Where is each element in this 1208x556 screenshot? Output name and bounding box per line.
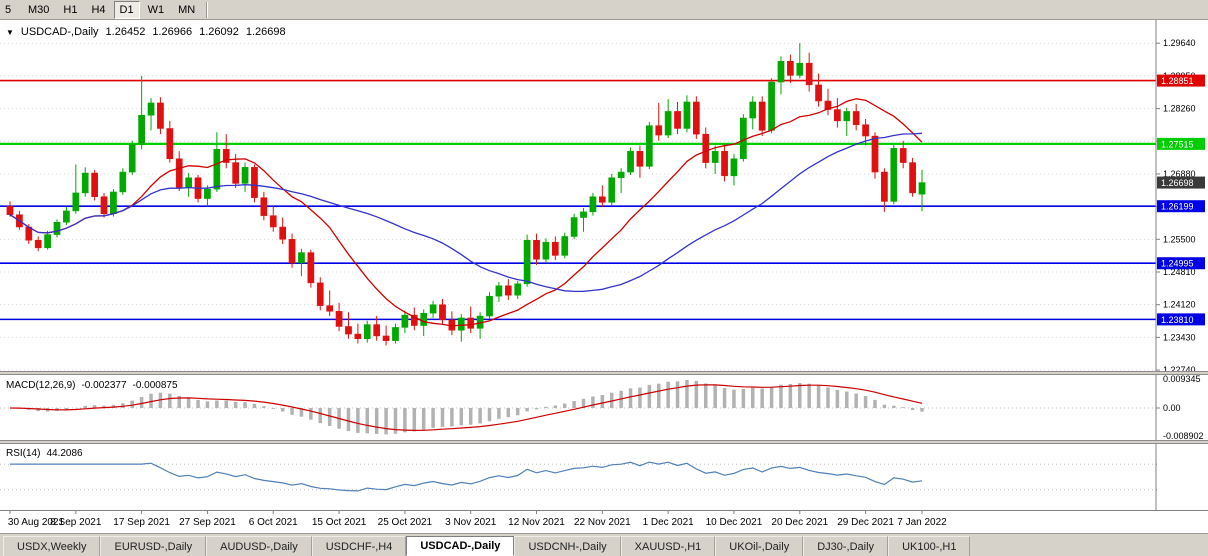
- svg-text:0.00: 0.00: [1163, 403, 1181, 413]
- chart-tab-usdcnh-daily[interactable]: USDCNH-,Daily: [514, 536, 621, 556]
- timeframe-button-m30[interactable]: M30: [28, 3, 50, 16]
- chart-tab-eurusd-daily[interactable]: EURUSD-,Daily: [100, 536, 207, 556]
- svg-text:1.28260: 1.28260: [1163, 104, 1196, 114]
- toolbar-separator: [206, 1, 209, 18]
- timeframe-button-mn[interactable]: MN: [178, 3, 196, 16]
- svg-text:22 Nov 2021: 22 Nov 2021: [574, 517, 631, 528]
- chart-tab-ukoil-daily[interactable]: UKOil-,Daily: [715, 536, 804, 556]
- rsi-name: RSI(14): [6, 448, 41, 459]
- macd-indicator-label: MACD(12,26,9) -0.002377 -0.000875: [6, 380, 178, 391]
- svg-text:1.23810: 1.23810: [1161, 315, 1194, 325]
- ohlc-open-value: 1.26452: [105, 26, 146, 38]
- svg-text:25 Oct 2021: 25 Oct 2021: [378, 517, 433, 528]
- ohlc-close-value: 1.26698: [245, 26, 286, 38]
- chart-tab-usdcad-daily[interactable]: USDCAD-,Daily: [406, 536, 515, 556]
- timeframe-button-d1[interactable]: D1: [113, 0, 140, 19]
- svg-text:1.26199: 1.26199: [1161, 202, 1194, 212]
- svg-text:1.29640: 1.29640: [1163, 38, 1196, 48]
- svg-text:1 Dec 2021: 1 Dec 2021: [643, 517, 695, 528]
- price-chart-canvas[interactable]: 70301.296401.289501.282601.275701.268801…: [0, 20, 1208, 533]
- svg-text:1.24120: 1.24120: [1163, 300, 1196, 310]
- timeframe-button-w1[interactable]: W1: [147, 3, 165, 16]
- svg-text:1.24995: 1.24995: [1161, 259, 1194, 269]
- svg-text:29 Dec 2021: 29 Dec 2021: [837, 517, 894, 528]
- price-axis[interactable]: 1.296401.289501.282601.275701.268801.261…: [1155, 20, 1208, 510]
- svg-text:1.25500: 1.25500: [1163, 234, 1196, 244]
- tab-bar: USDX,Weekly EURUSD-,Daily AUDUSD-,Daily USD…: [0, 533, 1208, 556]
- chart-area: 70301.296401.289501.282601.275701.268801…: [0, 20, 1208, 533]
- rsi-value: 44.2086: [46, 448, 83, 459]
- horizontal-level-lines[interactable]: [0, 79, 1156, 321]
- svg-text:0.009345: 0.009345: [1163, 374, 1201, 384]
- svg-text:1.26880: 1.26880: [1163, 169, 1196, 179]
- symbol-name: USDCAD-,Daily: [20, 26, 99, 38]
- macd-panel: [0, 380, 1156, 435]
- chart-tab-usdchf-h4[interactable]: USDCHF-,H4: [311, 536, 407, 556]
- chart-tab-xauusd-h1[interactable]: XAUUSD-,H1: [620, 536, 716, 556]
- svg-text:3 Nov 2021: 3 Nov 2021: [445, 517, 497, 528]
- svg-text:1.23430: 1.23430: [1163, 332, 1196, 342]
- svg-text:30 Aug 2021: 30 Aug 2021: [8, 517, 65, 528]
- svg-text:27 Sep 2021: 27 Sep 2021: [179, 517, 236, 528]
- svg-text:17 Sep 2021: 17 Sep 2021: [113, 517, 170, 528]
- chart-tab-uk100-h1[interactable]: UK100-,H1: [888, 536, 971, 556]
- svg-text:7 Jan 2022: 7 Jan 2022: [897, 517, 947, 528]
- svg-text:12 Nov 2021: 12 Nov 2021: [508, 517, 565, 528]
- chart-tab-dj30-daily[interactable]: DJ30-,Daily: [803, 536, 889, 556]
- svg-text:1.22740: 1.22740: [1163, 365, 1196, 375]
- chart-tab-audusd-daily[interactable]: AUDUSD-,Daily: [206, 536, 312, 556]
- svg-text:6 Oct 2021: 6 Oct 2021: [249, 517, 298, 528]
- svg-text:1.24810: 1.24810: [1163, 267, 1196, 277]
- rsi-panel: 7030: [0, 459, 1173, 495]
- svg-text:1.26698: 1.26698: [1161, 178, 1194, 188]
- timeframe-button-5[interactable]: 5: [4, 3, 12, 16]
- svg-text:-0.008902: -0.008902: [1163, 431, 1204, 441]
- timeframe-button-h4[interactable]: H4: [91, 3, 106, 16]
- timeframe-toolbar: 5 M30 H1 H4 D1 W1 MN: [0, 0, 1208, 20]
- svg-text:10 Dec 2021: 10 Dec 2021: [706, 517, 763, 528]
- svg-text:20 Dec 2021: 20 Dec 2021: [771, 517, 828, 528]
- svg-text:1.27515: 1.27515: [1161, 139, 1194, 149]
- ohlc-low-value: 1.26092: [199, 26, 239, 38]
- chart-tab-usdx-weekly[interactable]: USDX,Weekly: [3, 536, 101, 556]
- svg-text:15 Oct 2021: 15 Oct 2021: [312, 517, 367, 528]
- timeframe-button-h1[interactable]: H1: [63, 3, 78, 16]
- svg-text:8 Sep 2021: 8 Sep 2021: [50, 517, 102, 528]
- svg-text:1.28851: 1.28851: [1161, 76, 1194, 86]
- rsi-indicator-label: RSI(14) 44.2086: [6, 448, 83, 459]
- macd-name: MACD(12,26,9): [6, 380, 76, 391]
- ohlc-high-value: 1.26966: [152, 26, 193, 38]
- symbol-dropdown-icon[interactable]: ▼: [6, 27, 14, 37]
- macd-signal-value: -0.000875: [132, 380, 178, 391]
- moving-averages: [9, 98, 923, 327]
- macd-main-value: -0.002377: [81, 380, 127, 391]
- symbol-ohlc-line: ▼ USDCAD-,Daily 1.26452 1.26966 1.26092 …: [6, 26, 286, 38]
- candles-layer: [6, 43, 926, 346]
